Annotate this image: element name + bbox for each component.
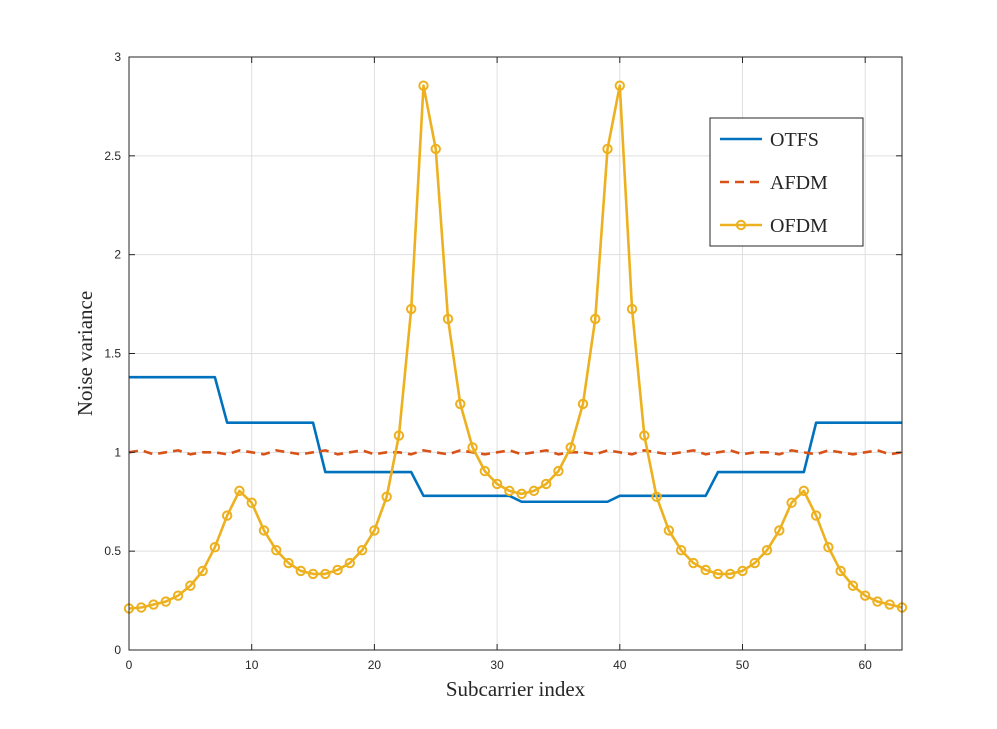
y-tick-label: 0 [114,643,121,657]
axis-ticks: 0 10 20 30 40 50 60 0 0.5 1 1.5 2 2.5 3 [104,50,902,672]
data-point-ofdm [651,491,662,503]
data-point-ofdm [504,485,515,497]
data-point-ofdm [602,143,613,155]
data-point-ofdm [835,565,846,577]
data-point-ofdm [418,80,429,91]
y-tick-label: 1 [114,445,121,459]
data-point-ofdm [553,465,564,477]
data-point-ofdm [295,565,306,577]
y-tick-label: 1.5 [104,347,121,361]
data-point-ofdm [688,557,699,569]
data-point-ofdm [442,313,454,325]
data-point-ofdm [344,557,356,569]
data-point-ofdm [774,525,785,536]
data-point-ofdm [197,565,208,577]
y-axis-label: Noise variance [73,291,97,416]
data-point-ofdm [332,564,343,576]
data-point-ofdm [577,398,589,410]
data-point-ofdm [565,442,576,453]
data-point-ofdm [847,580,859,591]
data-point-ofdm [148,599,159,610]
data-point-ofdm [540,478,552,490]
y-tick-label: 2 [114,248,121,262]
data-point-ofdm [246,497,257,508]
data-point-ofdm [455,398,466,410]
data-point-ofdm [590,313,601,325]
data-point-ofdm [884,599,895,610]
data-point-ofdm [393,430,405,441]
data-point-ofdm [749,557,760,569]
legend-label-afdm: AFDM [770,172,828,194]
data-point-ofdm [859,590,871,601]
data-point-ofdm [381,491,392,503]
series-line-otfs [129,375,902,504]
data-point-ofdm [491,478,503,490]
data-point-ofdm [663,525,675,536]
data-point-ofdm [700,564,711,576]
data-point-ofdm [872,596,883,607]
data-point-ofdm [172,590,184,601]
data-point-ofdm [467,442,478,453]
data-point-ofdm [675,544,687,556]
data-point-ofdm [307,568,319,580]
legend-marker-ofdm [735,219,747,231]
x-tick-label: 20 [368,658,382,672]
data-point-ofdm [639,430,650,441]
data-point-ofdm [369,525,380,536]
data-point-ofdm [234,485,245,497]
data-point-ofdm [516,488,527,500]
data-point-ofdm [626,303,638,315]
data-point-ofdm [786,497,797,508]
series-line-afdm [128,449,903,456]
data-point-ofdm [271,544,282,556]
legend-label-otfs: OTFS [770,129,819,151]
legend-label-ofdm: OFDM [770,215,828,237]
data-point-ofdm [761,544,773,556]
data-point-ofdm [823,542,834,553]
data-point-ofdm [221,510,233,521]
y-tick-label: 2.5 [104,149,121,163]
y-tick-label: 0.5 [104,544,121,558]
x-tick-label: 40 [613,658,627,672]
x-tick-label: 50 [736,658,750,672]
data-point-ofdm [406,303,417,315]
data-point-ofdm [320,568,331,580]
data-point-ofdm [479,465,491,477]
data-point-ofdm [737,565,748,577]
data-point-ofdm [185,580,196,591]
data-point-ofdm [136,602,147,613]
data-point-ofdm [209,542,221,553]
data-point-ofdm [810,510,822,521]
x-tick-label: 60 [859,658,873,672]
x-tick-label: 0 [126,658,133,672]
x-axis-label: Subcarrier index [446,677,586,701]
data-point-ofdm [528,485,540,497]
legend: OTFS AFDM OFDM [709,117,864,247]
series-line-ofdm [128,84,903,610]
data-point-ofdm [258,525,270,536]
x-tick-label: 30 [490,658,504,672]
y-tick-label: 3 [114,50,121,64]
data-point-ofdm [356,544,368,556]
data-point-ofdm [430,143,441,155]
data-point-ofdm [798,485,810,497]
data-point-ofdm [712,568,724,580]
x-tick-label: 10 [245,658,259,672]
data-point-ofdm [160,596,172,607]
data-point-ofdm [614,80,625,91]
data-point-ofdm [725,568,736,580]
series-group [123,80,908,614]
data-point-ofdm [283,557,294,569]
